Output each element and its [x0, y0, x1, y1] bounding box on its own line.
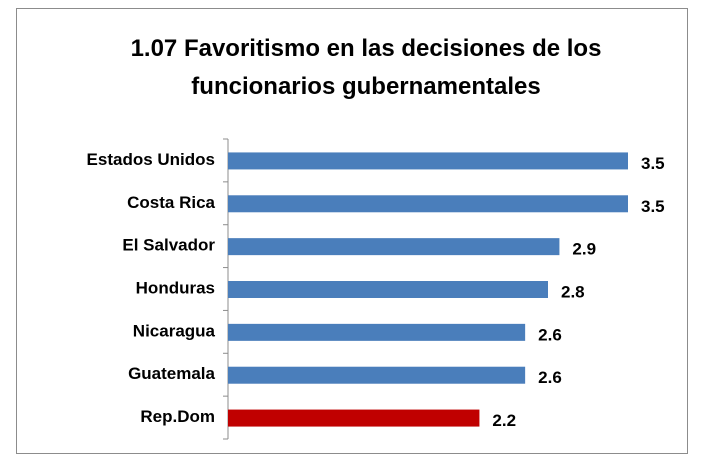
- bar: [228, 238, 560, 256]
- bar: [228, 195, 628, 213]
- y-tick-label: Guatemala: [128, 364, 215, 383]
- y-tick-label: Nicaragua: [133, 321, 216, 340]
- y-tick-label: Estados Unidos: [87, 150, 215, 169]
- bar: [228, 366, 526, 384]
- y-tick-label: Honduras: [136, 278, 215, 297]
- bar: [228, 409, 480, 427]
- value-label: 2.6: [538, 325, 562, 344]
- value-label: 2.8: [561, 282, 585, 301]
- value-label: 3.5: [641, 154, 665, 173]
- chart-frame: [16, 8, 688, 454]
- bar: [228, 152, 628, 170]
- value-label: 2.6: [538, 368, 562, 387]
- y-tick-label: El Salvador: [122, 236, 215, 255]
- value-label: 2.2: [492, 411, 516, 430]
- value-label: 2.9: [572, 240, 596, 259]
- value-label: 3.5: [641, 197, 665, 216]
- chart-title: 1.07 Favoritismo en las decisiones de lo…: [130, 35, 602, 100]
- bar: [228, 323, 526, 341]
- bar: [228, 281, 548, 298]
- y-tick-label: Costa Rica: [127, 193, 215, 212]
- y-tick-label: Rep.Dom: [140, 407, 215, 426]
